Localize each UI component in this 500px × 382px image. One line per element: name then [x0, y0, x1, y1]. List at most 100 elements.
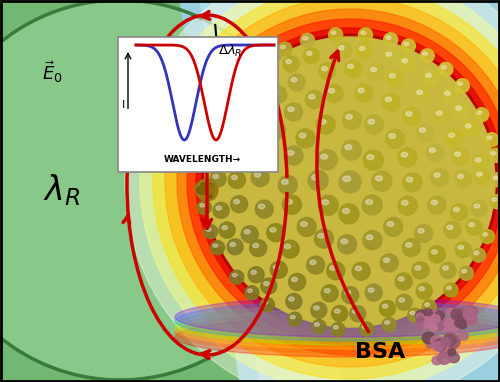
Ellipse shape [363, 231, 382, 250]
Ellipse shape [399, 55, 415, 71]
Ellipse shape [140, 0, 500, 382]
Ellipse shape [210, 186, 214, 190]
Ellipse shape [419, 287, 424, 291]
Ellipse shape [243, 87, 259, 103]
Ellipse shape [175, 297, 500, 337]
Ellipse shape [343, 176, 350, 181]
Ellipse shape [268, 47, 282, 62]
Ellipse shape [447, 337, 460, 348]
Ellipse shape [261, 70, 277, 86]
Ellipse shape [216, 206, 222, 210]
Ellipse shape [426, 73, 432, 78]
Ellipse shape [402, 201, 408, 205]
Ellipse shape [234, 199, 239, 204]
Ellipse shape [455, 242, 471, 258]
Ellipse shape [459, 332, 468, 340]
Ellipse shape [202, 132, 215, 146]
Ellipse shape [308, 94, 315, 99]
Ellipse shape [198, 188, 205, 195]
Ellipse shape [284, 146, 303, 165]
Ellipse shape [431, 200, 438, 205]
Ellipse shape [346, 115, 352, 119]
Ellipse shape [125, 0, 500, 382]
Ellipse shape [398, 148, 417, 167]
Ellipse shape [368, 119, 374, 124]
Ellipse shape [430, 335, 443, 346]
Ellipse shape [248, 267, 264, 283]
Ellipse shape [462, 120, 478, 136]
Ellipse shape [372, 171, 392, 191]
Ellipse shape [370, 67, 376, 71]
Ellipse shape [297, 217, 316, 236]
Ellipse shape [316, 115, 335, 134]
Ellipse shape [342, 286, 358, 304]
Ellipse shape [312, 320, 326, 333]
Ellipse shape [288, 312, 302, 326]
Ellipse shape [197, 187, 203, 193]
Ellipse shape [345, 145, 352, 150]
Text: $\Delta\lambda_R$: $\Delta\lambda_R$ [218, 43, 242, 59]
Ellipse shape [328, 28, 342, 42]
Ellipse shape [444, 222, 461, 238]
Text: NANOSHELL
MICROSPHERE: NANOSHELL MICROSPHERE [136, 47, 254, 79]
Text: BSA: BSA [355, 342, 405, 362]
Ellipse shape [380, 254, 398, 272]
Ellipse shape [257, 154, 264, 159]
Ellipse shape [304, 48, 320, 64]
Ellipse shape [342, 110, 361, 129]
Ellipse shape [318, 233, 324, 238]
Ellipse shape [196, 179, 218, 201]
Ellipse shape [362, 195, 382, 215]
Ellipse shape [474, 108, 488, 122]
Ellipse shape [198, 146, 212, 160]
Ellipse shape [326, 84, 344, 102]
Ellipse shape [434, 339, 448, 351]
Ellipse shape [266, 223, 284, 242]
Ellipse shape [422, 300, 436, 314]
Ellipse shape [198, 201, 211, 214]
Ellipse shape [428, 317, 436, 325]
Ellipse shape [220, 125, 236, 140]
Ellipse shape [273, 265, 279, 269]
Ellipse shape [428, 196, 446, 214]
Ellipse shape [440, 262, 456, 278]
Ellipse shape [490, 194, 500, 209]
Ellipse shape [270, 50, 276, 54]
Text: WAVELENGTH→: WAVELENGTH→ [164, 155, 240, 164]
Ellipse shape [491, 173, 500, 187]
Ellipse shape [366, 235, 373, 240]
Ellipse shape [426, 341, 434, 348]
Ellipse shape [430, 324, 438, 331]
Ellipse shape [204, 188, 208, 192]
Ellipse shape [364, 115, 384, 134]
Ellipse shape [440, 323, 450, 331]
Ellipse shape [426, 144, 444, 162]
Ellipse shape [431, 169, 449, 187]
Ellipse shape [480, 230, 494, 244]
Ellipse shape [484, 133, 498, 147]
Ellipse shape [246, 91, 251, 95]
Ellipse shape [355, 84, 373, 102]
Ellipse shape [460, 312, 473, 325]
Ellipse shape [227, 110, 243, 126]
Ellipse shape [356, 43, 372, 59]
Ellipse shape [398, 196, 417, 215]
Ellipse shape [332, 306, 347, 322]
Ellipse shape [491, 152, 496, 155]
Ellipse shape [494, 176, 498, 180]
Ellipse shape [428, 246, 446, 263]
Text: $\vec{E}_0$: $\vec{E}_0$ [42, 59, 62, 85]
Ellipse shape [474, 204, 480, 208]
Ellipse shape [416, 317, 424, 324]
Ellipse shape [425, 303, 430, 306]
Ellipse shape [206, 184, 212, 190]
Ellipse shape [454, 170, 471, 188]
Ellipse shape [446, 129, 462, 146]
Ellipse shape [416, 283, 432, 299]
Ellipse shape [286, 293, 302, 309]
Ellipse shape [458, 82, 462, 86]
Ellipse shape [283, 56, 299, 72]
Ellipse shape [260, 298, 274, 312]
Ellipse shape [440, 337, 451, 347]
Ellipse shape [380, 301, 396, 317]
